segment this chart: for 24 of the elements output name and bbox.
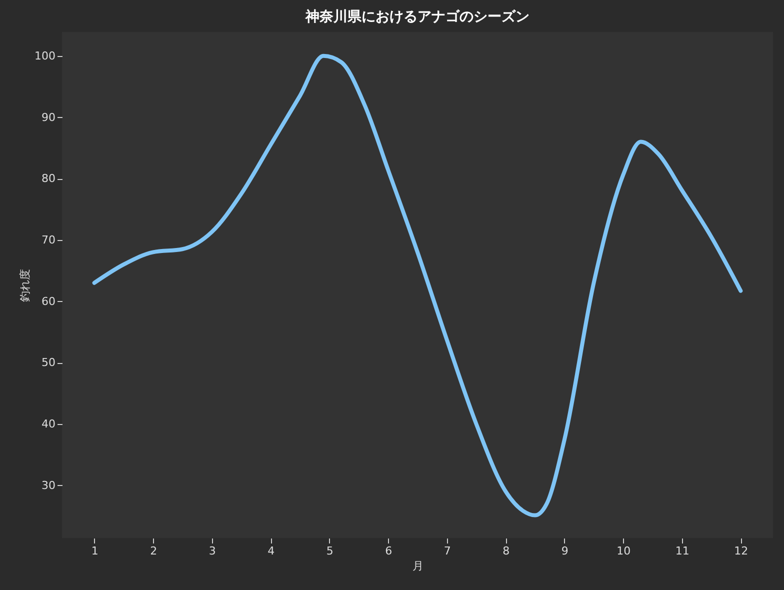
y-tick-label: 40	[42, 417, 56, 430]
y-tick-label: 50	[42, 356, 56, 370]
line-series	[92, 54, 743, 518]
x-axis-title: 月	[412, 560, 424, 572]
y-tick-label: 70	[42, 233, 56, 246]
y-axis-title: 釣れ度	[18, 269, 32, 302]
x-tick-label: 3	[208, 544, 216, 558]
chart-title: 神奈川県におけるアナゴのシーズン	[304, 8, 530, 25]
x-tick-label: 11	[675, 544, 690, 558]
y-tick-label: 30	[42, 478, 56, 492]
y-tick-label: 100	[34, 49, 56, 62]
y-tick-label: 90	[42, 110, 56, 124]
x-tick-label: 12	[734, 544, 748, 558]
x-tick-label: 1	[91, 544, 98, 558]
x-tick-label: 2	[150, 544, 158, 558]
y-tick-label: 80	[42, 172, 56, 186]
x-tick-label: 10	[616, 544, 631, 558]
x-tick-label: 8	[502, 544, 510, 558]
x-tick-label: 5	[326, 544, 334, 558]
y-tick-label: 60	[42, 294, 56, 308]
x-tick-label: 7	[444, 544, 451, 558]
x-tick-label: 6	[385, 544, 392, 558]
x-tick-label: 4	[268, 544, 275, 558]
x-tick-label: 9	[561, 544, 568, 558]
